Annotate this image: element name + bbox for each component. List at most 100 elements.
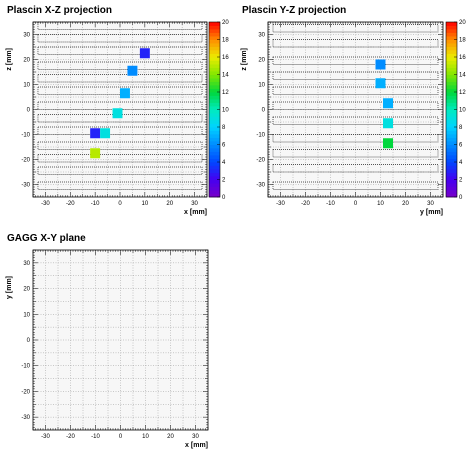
x-tick-label: 10 — [377, 201, 384, 207]
colorbar-swatch — [446, 29, 457, 33]
strip-row — [272, 39, 439, 48]
colorbar-swatch — [446, 186, 457, 191]
y-axis-label: z [mm] — [241, 48, 248, 71]
colorbar-swatch — [446, 130, 457, 135]
colorbar-swatch — [209, 102, 220, 107]
colorbar-swatch — [209, 22, 220, 26]
chart-title: Plascin Y-Z projection — [242, 5, 346, 16]
colorbar-swatch — [446, 32, 457, 37]
chart-0: -30 -20 -10 0 10 20 30-30-20-100102030Plascin … — [6, 5, 229, 216]
colorbar-swatch — [209, 134, 220, 138]
colorbar-tick-label: 0 — [459, 195, 463, 201]
x-tick-label: -20 — [301, 201, 310, 207]
colorbar-swatch — [446, 155, 457, 159]
y-tick-label: 30 — [258, 33, 265, 39]
colorbar-swatch — [209, 109, 220, 114]
colorbar-tick-label: 6 — [459, 143, 463, 149]
x-tick-label: 30 — [191, 201, 198, 207]
colorbar-swatch — [209, 116, 220, 121]
y-tick-label: -20 — [21, 158, 30, 164]
y-tick-label: -30 — [21, 415, 30, 421]
colorbar-swatch — [209, 92, 220, 96]
colorbar-swatch — [209, 144, 220, 149]
hit-cell — [100, 128, 111, 139]
y-tick-label: -10 — [21, 364, 30, 370]
hit-cell — [120, 88, 130, 99]
colorbar-swatch — [446, 151, 457, 156]
colorbar-swatch — [446, 134, 457, 138]
colorbar-swatch — [209, 106, 220, 110]
colorbar-swatch — [446, 158, 457, 163]
hit-cell — [383, 138, 393, 149]
colorbar-swatch — [209, 57, 220, 61]
colorbar-swatch — [209, 67, 220, 72]
y-tick-label: -20 — [21, 389, 30, 395]
y-tick-label: -10 — [256, 133, 265, 139]
colorbar-swatch — [209, 165, 220, 170]
colorbar-swatch — [446, 64, 457, 68]
x-tick-label: -20 — [66, 434, 75, 440]
strip-row — [37, 154, 203, 163]
colorbar-swatch — [209, 179, 220, 184]
colorbar-swatch — [446, 71, 457, 75]
y-tick-label: -20 — [256, 158, 265, 164]
hit-cell — [139, 48, 150, 59]
strip-row — [272, 164, 439, 173]
strip-row — [37, 74, 203, 83]
colorbar-swatch — [446, 120, 457, 124]
colorbar-swatch — [209, 99, 220, 103]
colorbar-swatch — [209, 74, 220, 79]
hit-cell — [375, 78, 386, 89]
colorbar-swatch — [209, 39, 220, 44]
colorbar-swatch — [209, 169, 220, 173]
colorbar-swatch — [209, 148, 220, 152]
x-axis-label: x [mm] — [184, 209, 207, 216]
colorbar-tick-label: 4 — [459, 160, 463, 166]
x-tick-label: -30 — [41, 201, 50, 207]
colorbar-tick-label: 16 — [459, 55, 466, 61]
y-tick-label: 0 — [27, 338, 31, 344]
colorbar-swatch — [209, 78, 220, 82]
x-tick-label: 10 — [142, 434, 149, 440]
colorbar-swatch — [446, 85, 457, 89]
colorbar-swatch — [209, 50, 220, 54]
hit-cell — [383, 118, 393, 129]
colorbar-tick-label: 20 — [459, 20, 466, 26]
colorbar-tick-label: 4 — [222, 160, 226, 166]
colorbar-swatch — [209, 88, 220, 93]
colorbar-swatch — [209, 60, 220, 65]
x-axis-label: x [mm] — [185, 442, 208, 449]
colorbar-tick-label: 2 — [222, 178, 226, 184]
hit-cell — [375, 59, 386, 70]
colorbar-swatch — [446, 165, 457, 170]
strip-row — [37, 34, 203, 43]
colorbar-tick-label: 18 — [222, 38, 229, 44]
colorbar-swatch — [209, 36, 220, 40]
strip-row — [37, 46, 203, 55]
colorbar-swatch — [446, 172, 457, 177]
colorbar-swatch — [446, 25, 457, 30]
colorbar-swatch — [209, 113, 220, 117]
colorbar-tick-label: 2 — [459, 178, 463, 184]
hit-cell — [90, 128, 101, 139]
colorbar-swatch — [446, 169, 457, 173]
colorbar-swatch — [446, 141, 457, 145]
colorbar-swatch — [209, 158, 220, 163]
y-tick-label: 20 — [23, 287, 30, 293]
x-tick-label: -10 — [91, 434, 100, 440]
strip-row — [37, 141, 203, 150]
colorbar-tick-label: 16 — [222, 55, 229, 61]
y-tick-label: 10 — [23, 83, 30, 89]
y-tick-label: 0 — [27, 108, 31, 114]
x-tick-label: 30 — [192, 434, 199, 440]
colorbar-tick-label: 12 — [222, 90, 229, 96]
hit-cell — [383, 98, 393, 109]
colorbar-tick-label: 8 — [222, 125, 226, 131]
y-tick-label: 10 — [23, 312, 30, 318]
strip-row — [272, 134, 439, 143]
colorbar-swatch — [446, 106, 457, 110]
colorbar-swatch — [209, 193, 220, 198]
colorbar-swatch — [446, 74, 457, 79]
colorbar-swatch — [446, 162, 457, 166]
strip-row — [37, 86, 203, 95]
